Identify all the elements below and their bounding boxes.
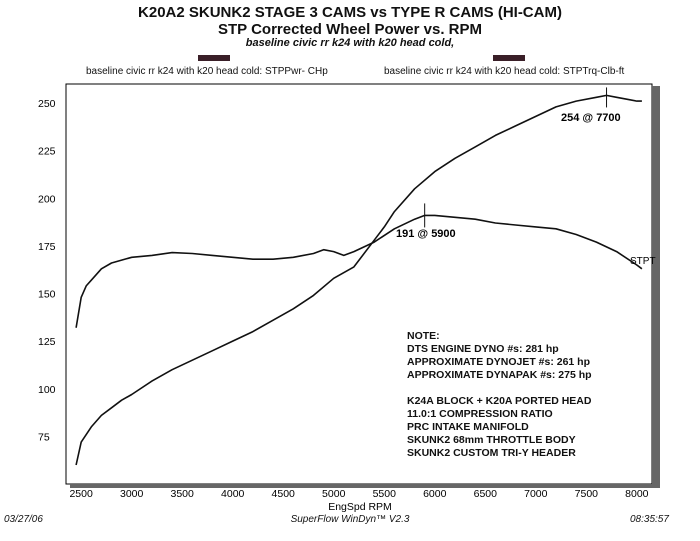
y-tick-label: 75 <box>38 431 50 443</box>
footer-software: SuperFlow WinDyn™ V2.3 <box>290 514 410 525</box>
y-tick-label: 150 <box>38 289 56 301</box>
footer-date: 03/27/06 <box>4 514 43 525</box>
x-tick-label: 5000 <box>322 488 346 500</box>
peak-power-label: 254 @ 7700 <box>561 112 621 124</box>
x-tick-label: 2500 <box>69 488 93 500</box>
y-tick-label: 100 <box>38 384 56 396</box>
x-tick-label: 6000 <box>423 488 447 500</box>
note-line: SKUNK2 CUSTOM TRI-Y HEADER <box>407 447 576 459</box>
note-line: APPROXIMATE DYNOJET #s: 261 hp <box>407 356 591 368</box>
x-tick-label: 7500 <box>575 488 599 500</box>
x-tick-label: 3000 <box>120 488 144 500</box>
x-tick-label: 5500 <box>373 488 397 500</box>
note-line: 11.0:1 COMPRESSION RATIO <box>407 408 553 420</box>
torque-curve <box>75 214 643 328</box>
note-heading: NOTE: <box>407 330 440 342</box>
legend-label-power: baseline civic rr k24 with k20 head cold… <box>86 66 328 77</box>
chart-title: K20A2 SKUNK2 STAGE 3 CAMS vs TYPE R CAMS… <box>138 4 562 21</box>
note-line: SKUNK2 68mm THROTTLE BODY <box>407 434 576 446</box>
baseline-note: baseline civic rr k24 with k20 head cold… <box>245 37 455 49</box>
x-tick-label: 6500 <box>474 488 498 500</box>
legend-swatch-power <box>198 55 230 61</box>
x-tick-label: 3500 <box>171 488 195 500</box>
power-curve <box>75 94 642 466</box>
y-tick-label: 175 <box>38 241 56 253</box>
series-end-label: STPT <box>630 256 656 267</box>
y-tick-label: 125 <box>38 336 56 348</box>
plot-shadow-bottom <box>70 484 660 488</box>
y-tick-label: 250 <box>38 98 56 110</box>
y-tick-label: 225 <box>38 146 56 158</box>
note-line: PRC INTAKE MANIFOLD <box>407 421 529 433</box>
note-line: K24A BLOCK + K20A PORTED HEAD <box>407 395 592 407</box>
x-tick-label: 4000 <box>221 488 245 500</box>
peak-torque-label: 191 @ 5900 <box>396 228 456 240</box>
plot-frame <box>65 83 653 485</box>
x-tick-label: 8000 <box>625 488 649 500</box>
x-axis-label: EngSpd RPM <box>328 501 392 513</box>
legend-swatch-torque <box>493 55 525 61</box>
legend-label-torque: baseline civic rr k24 with k20 head cold… <box>384 66 625 77</box>
note-line: DTS ENGINE DYNO #s: 281 hp <box>407 343 559 355</box>
note-line: APPROXIMATE DYNAPAK #s: 275 hp <box>407 369 592 381</box>
x-tick-label: 4500 <box>272 488 296 500</box>
chart-subtitle: STP Corrected Wheel Power vs. RPM <box>218 21 482 38</box>
y-tick-label: 200 <box>38 193 56 205</box>
footer-time: 08:35:57 <box>630 514 669 525</box>
plot-shadow-right <box>652 86 660 488</box>
x-tick-label: 7000 <box>524 488 548 500</box>
